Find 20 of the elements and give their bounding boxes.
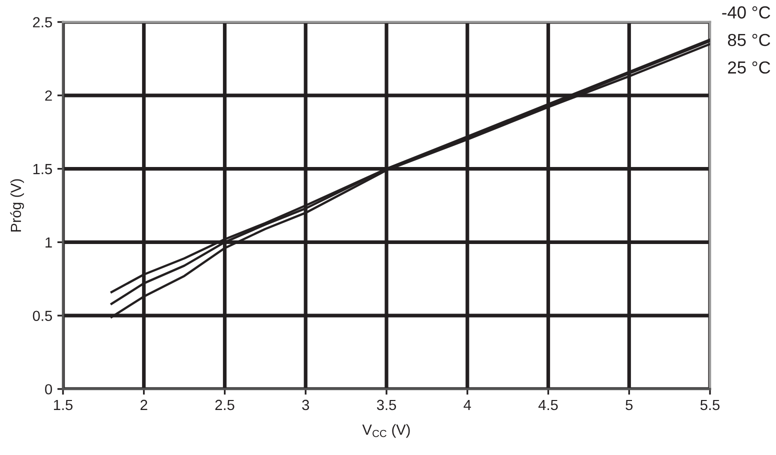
x-tick-label: 1.5 [54, 400, 73, 410]
series-label: -40 °C [722, 6, 770, 19]
x-tick-label: 2.5 [215, 400, 234, 410]
x-tick-label: 3.5 [376, 400, 396, 410]
y-axis-title: Próg (V) [10, 179, 24, 232]
y-tick-label: 2.5 [33, 17, 52, 28]
x-tick-label: 5.5 [700, 400, 720, 410]
x-tick-label: 4 [464, 400, 472, 410]
y-tick-label: 1 [46, 237, 52, 248]
x-tick-label: 3 [302, 400, 310, 410]
y-tick-label: 0.5 [32, 310, 52, 322]
y-tick-label: 2 [45, 90, 52, 101]
x-axis-title: V$_{CC}$ (V) [362, 424, 410, 438]
x-tick-label: 5 [626, 400, 633, 410]
x-tick-label: 2 [140, 400, 148, 410]
y-tick-label: 0 [45, 384, 52, 394]
series-label: 85 °C [728, 34, 770, 46]
y-tick-label: 1.5 [33, 164, 52, 174]
series-label: 25 °C [728, 61, 770, 74]
x-tick-label: 4.5 [538, 400, 558, 410]
